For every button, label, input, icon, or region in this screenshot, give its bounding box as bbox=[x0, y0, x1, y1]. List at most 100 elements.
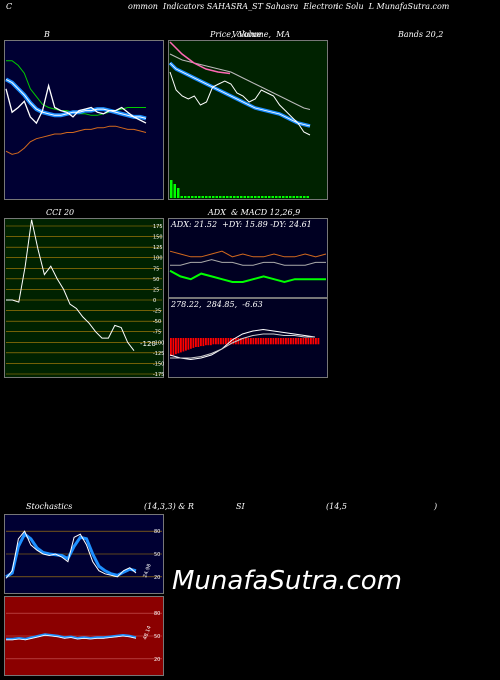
macd-hist-bar bbox=[175, 338, 177, 355]
cci-line bbox=[6, 219, 135, 352]
cci-tick-label: -100 bbox=[153, 340, 164, 346]
macd-hist-bar bbox=[282, 338, 285, 345]
volume-bar bbox=[271, 196, 274, 198]
price-overlay: Volume bbox=[232, 30, 262, 39]
adx-line bbox=[170, 259, 326, 266]
stoch-title4: (14,5 bbox=[326, 502, 347, 511]
volume-bar bbox=[191, 196, 194, 198]
volume-bar bbox=[205, 196, 208, 198]
macd-hist-bar bbox=[265, 338, 267, 345]
cci-tick-label: 175 bbox=[153, 224, 163, 230]
volume-bar bbox=[282, 196, 285, 198]
stoch-d-line bbox=[5, 531, 137, 579]
macd-hist-bar bbox=[185, 338, 187, 351]
macd-hist-bar bbox=[212, 338, 215, 345]
stoch-tick-label: 50 bbox=[154, 552, 160, 558]
volume-bar bbox=[201, 196, 204, 198]
macd-hist-bar bbox=[170, 338, 172, 356]
price-highlight-line bbox=[169, 41, 231, 75]
volume-bar bbox=[306, 196, 309, 198]
macd-hist-bar bbox=[227, 338, 230, 345]
volume-bar bbox=[275, 196, 278, 198]
macd-hist-bar bbox=[317, 338, 320, 345]
cci-tick-label: 150 bbox=[153, 235, 163, 241]
adx-readout: ADX: 21.52 +DY: 15.89 -DY: 24.61 bbox=[171, 220, 312, 229]
cci-panel bbox=[4, 218, 164, 378]
macd-line bbox=[169, 328, 316, 361]
volume-bar bbox=[250, 196, 253, 198]
cci-tick-label: -25 bbox=[153, 309, 161, 315]
macd-readout: 278.22, 284.85, -6.63 bbox=[171, 300, 263, 309]
volume-bar bbox=[212, 196, 215, 198]
bollinger-panel bbox=[4, 40, 164, 200]
macd-hist-bar bbox=[187, 338, 190, 350]
volume-bar bbox=[257, 196, 260, 198]
volume-bar bbox=[264, 196, 267, 198]
macd-hist-bar bbox=[260, 338, 262, 345]
macd-hist-bar bbox=[315, 338, 317, 345]
adx-minus-dy-line bbox=[169, 250, 327, 258]
macd-hist-bar bbox=[270, 338, 272, 345]
macd-hist-bar bbox=[292, 338, 295, 345]
adx-panel bbox=[168, 218, 328, 298]
macd-hist-bar bbox=[242, 338, 245, 345]
macd-hist-bar bbox=[305, 338, 307, 345]
macd-hist-bar bbox=[262, 338, 265, 345]
volume-bar bbox=[177, 188, 180, 198]
macd-hist-bar bbox=[272, 338, 275, 345]
adx-title: ADX & MACD 12,26,9 bbox=[208, 208, 301, 217]
bb-middle-core bbox=[5, 78, 147, 119]
rsi-tick-label: 80 bbox=[154, 611, 160, 617]
macd-hist-bar bbox=[237, 338, 240, 345]
macd-hist-bar bbox=[207, 338, 210, 346]
macd-hist-bar bbox=[310, 338, 312, 345]
macd-hist-bar bbox=[200, 338, 202, 347]
cci-tick-label: 50 bbox=[153, 277, 159, 283]
volume-bar bbox=[240, 196, 243, 198]
macd-hist-bar bbox=[197, 338, 200, 347]
volume-bar bbox=[299, 196, 302, 198]
macd-hist-bar bbox=[195, 338, 197, 347]
macd-hist-bar bbox=[302, 338, 305, 345]
volume-bar bbox=[261, 196, 264, 198]
macd-hist-bar bbox=[190, 338, 192, 349]
volume-bar bbox=[184, 196, 187, 198]
bb-lower-line bbox=[5, 125, 147, 155]
volume-bar bbox=[194, 196, 197, 198]
cci-tick-label: 0 bbox=[153, 298, 156, 304]
volume-bar bbox=[278, 196, 281, 198]
volume-bar bbox=[229, 196, 232, 198]
volume-bar bbox=[292, 196, 295, 198]
volume-bar bbox=[236, 196, 239, 198]
macd-hist-bar bbox=[255, 338, 257, 345]
bollinger-title: B bbox=[44, 30, 50, 39]
cci-tick-label: -150 bbox=[153, 361, 164, 367]
macd-hist-bar bbox=[215, 338, 217, 345]
rsi-tick-label: 20 bbox=[154, 657, 160, 663]
macd-hist-bar bbox=[202, 338, 205, 347]
rsi-line bbox=[6, 633, 137, 641]
macd-hist-bar bbox=[275, 338, 277, 345]
watermark: MunafaSutra.com bbox=[172, 566, 403, 596]
volume-bar bbox=[198, 196, 201, 198]
volume-bar bbox=[208, 196, 211, 198]
macd-hist-bar bbox=[192, 338, 195, 348]
volume-bar bbox=[296, 196, 299, 198]
volume-bar bbox=[254, 196, 257, 198]
macd-hist-bar bbox=[220, 338, 222, 345]
volume-bar bbox=[226, 196, 229, 198]
macd-hist-bar bbox=[300, 338, 302, 345]
macd-hist-bar bbox=[240, 338, 242, 345]
rsi-last-label: 48.14 bbox=[142, 625, 153, 641]
macd-hist-bar bbox=[217, 338, 220, 345]
cci-tick-label: 100 bbox=[153, 256, 163, 262]
stoch-title1: Stochastics bbox=[26, 502, 73, 511]
stoch-last-label: 24.98 bbox=[142, 563, 153, 579]
cci-last-label: -120 bbox=[140, 340, 156, 348]
macd-hist-bar bbox=[225, 338, 227, 345]
adx-plus-dy-line bbox=[169, 269, 326, 284]
volume-bar bbox=[285, 196, 288, 198]
price-panel bbox=[168, 40, 328, 200]
cci-tick-label: 25 bbox=[153, 287, 159, 293]
